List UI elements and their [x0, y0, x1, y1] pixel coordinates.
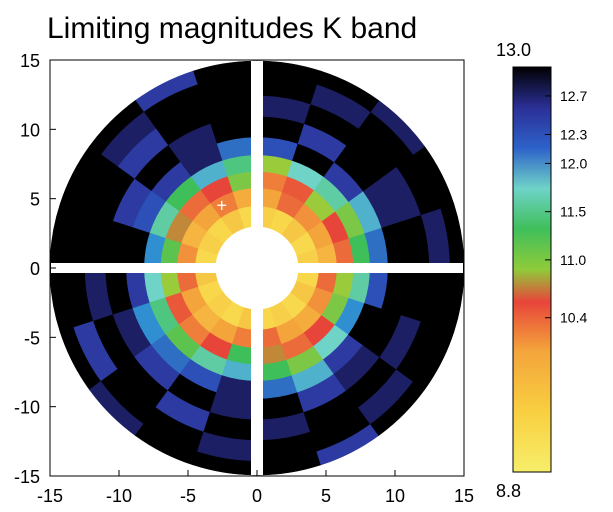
mask-cutouts [51, 61, 463, 475]
colorbar-tick-label: 10.4 [560, 310, 587, 326]
x-tick-label: 5 [321, 486, 331, 506]
colorbar-tick-label: 12.7 [560, 88, 587, 104]
y-tick-label: -15 [14, 467, 40, 487]
y-tick-label: 15 [20, 51, 40, 71]
annotation-marker: + [217, 196, 228, 216]
y-tick-label: 10 [20, 120, 40, 140]
x-tick-label: 15 [454, 486, 474, 506]
center-hole [215, 226, 299, 310]
colorbar-max-label: 13.0 [496, 40, 531, 60]
x-tick-label: 10 [385, 486, 405, 506]
colorbar-tick-label: 12.0 [560, 155, 587, 171]
chart-title: Limiting magnitudes K band [47, 12, 417, 45]
y-tick-label: -5 [24, 328, 40, 348]
x-tick-label: -10 [106, 486, 132, 506]
y-tick-label: 5 [30, 190, 40, 210]
heatmap-polar [50, 60, 464, 476]
x-tick-label: -5 [180, 486, 196, 506]
y-axis: 15 10 5 0 -5 -10 -15 [14, 51, 56, 487]
colorbar-ticks: 12.7 12.3 12.0 11.5 11.0 10.4 [545, 88, 587, 326]
x-tick-label: 0 [252, 486, 262, 506]
colorbar-tick-label: 12.3 [560, 127, 587, 143]
x-tick-label: -15 [37, 486, 63, 506]
y-tick-label: -10 [14, 398, 40, 418]
colorbar [512, 66, 552, 473]
colorbar-tick-label: 11.0 [560, 252, 586, 268]
colorbar-min-label: 8.8 [496, 481, 521, 501]
colorbar-tick-label: 11.5 [560, 204, 586, 220]
y-tick-label: 0 [30, 259, 40, 279]
x-axis: -15 -10 -5 0 5 10 15 [37, 470, 474, 506]
